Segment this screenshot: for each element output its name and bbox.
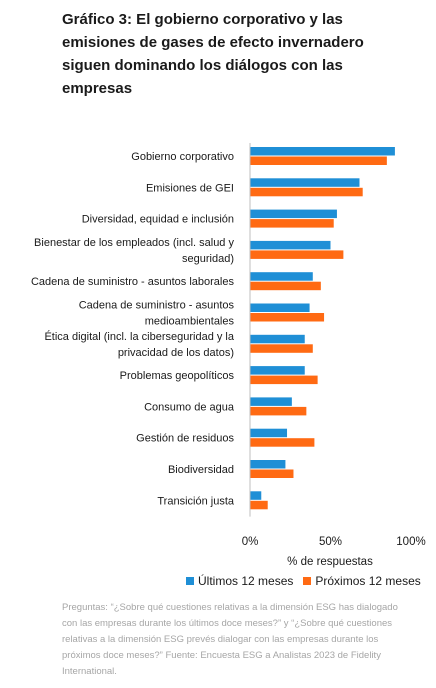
category-label: Diversidad, equidad e inclusión [82,214,234,226]
bar-ultimos [250,209,337,219]
legend-swatch-ultimos [186,577,194,585]
bar-proximos [250,219,334,228]
bar-proximos [250,500,268,510]
bar-ultimos [250,303,310,312]
bar-proximos [250,187,363,197]
bar-ultimos [250,240,331,250]
x-tick-label: 0% [242,536,259,548]
category-label: medioambientales [145,316,235,328]
category-label: Emisiones de GEI [146,182,234,194]
bar-ultimos [250,460,286,469]
bar-ultimos [250,366,305,375]
category-label: Ética digital (incl. la ciberseguridad y… [44,330,234,343]
category-label: seguridad) [182,253,234,265]
category-label: Problemas geopolíticos [120,370,235,382]
category-label: Biodiversidad [168,464,234,476]
bar-ultimos [250,397,292,406]
bar-proximos [250,250,344,259]
bar-ultimos [250,178,360,187]
bar-ultimos [250,491,262,500]
chart-legend: Últimos 12 meses Próximos 12 meses [186,574,421,588]
category-label: Gestión de residuos [136,433,234,445]
bar-proximos [250,469,294,478]
category-label: Cadena de suministro - asuntos laborales [31,276,235,288]
bar-ultimos [250,272,313,281]
bar-proximos [250,313,325,322]
x-axis-label: % de respuestas [287,556,373,568]
category-label: Bienestar de los empleados (incl. salud … [34,237,234,249]
bar-proximos [250,344,313,353]
legend-swatch-proximos [303,577,312,585]
bar-proximos [250,156,387,165]
bar-proximos [250,281,321,291]
chart-footnote: Preguntas: “¿Sobre qué cuestiones relati… [62,602,398,677]
x-tick-label: 50% [319,536,342,548]
bar-proximos [250,375,318,385]
legend-item-proximos: Próximos 12 meses [303,574,421,588]
bar-ultimos [250,428,288,438]
legend-label-proximos: Próximos 12 meses [315,574,421,588]
legend-item-ultimos: Últimos 12 meses [186,574,293,588]
bar-ultimos [250,147,395,156]
chart-title: Gráfico 3: El gobierno corporativo y las… [62,11,364,97]
bar-proximos [250,406,307,416]
legend-label-ultimos: Últimos 12 meses [198,574,294,588]
bar-proximos [250,438,315,447]
category-label: Cadena de suministro - asuntos [79,300,235,312]
x-tick-label: 100% [396,536,425,548]
category-label: Consumo de agua [144,401,235,413]
category-label: privacidad de los datos) [118,347,234,359]
category-label: Transición justa [157,495,235,507]
category-label: Gobierno corporativo [131,151,234,163]
bar-ultimos [250,334,305,344]
